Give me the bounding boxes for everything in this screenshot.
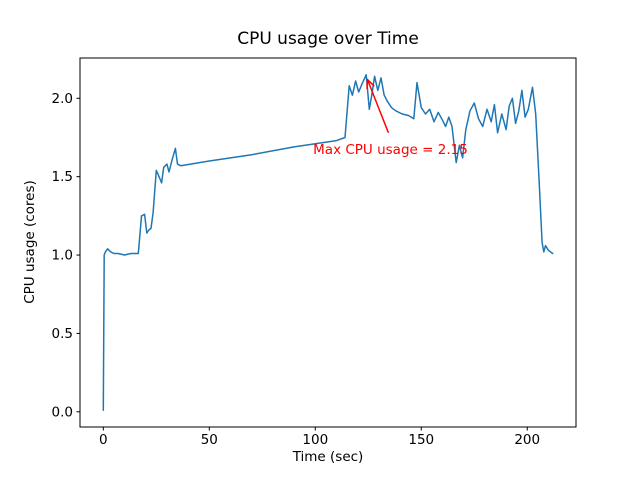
max-cpu-annotation-text: Max CPU usage = 2.15 (313, 142, 468, 159)
annotation-arrow (366, 79, 390, 134)
x-tick-label: 50 (201, 432, 218, 448)
x-tick-label: 150 (408, 432, 434, 448)
y-tick-label: 1.0 (52, 248, 73, 264)
annotation-arrowhead (366, 78, 375, 87)
y-axis-label: CPU usage (cores) (22, 180, 38, 304)
cpu-usage-line (102, 74, 554, 411)
axes-frame (79, 57, 577, 428)
y-tick-label: 0.0 (52, 404, 73, 420)
x-axis-label: Time (sec) (292, 449, 364, 465)
y-tick-label: 1.5 (52, 169, 73, 185)
x-tick-label: 0 (99, 432, 108, 448)
y-tick-label: 0.5 (52, 326, 73, 342)
x-tick-label: 100 (302, 432, 328, 448)
x-tick-label: 200 (514, 432, 540, 448)
chart-title: CPU usage over Time (237, 29, 419, 49)
y-tick-label: 2.0 (52, 91, 73, 107)
